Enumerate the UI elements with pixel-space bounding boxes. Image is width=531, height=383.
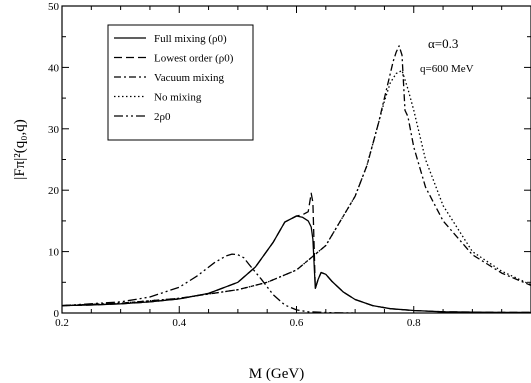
legend-label-1: Full mixing (ρ0) xyxy=(154,33,227,45)
legend: Full mixing (ρ0) Lowest order (ρ0) Vacuum … xyxy=(107,24,254,141)
legend-label-5: 2ρ0 xyxy=(154,111,171,123)
x-tick-label: 0.2 xyxy=(55,317,69,329)
series-line-2 xyxy=(62,192,531,313)
x-tick-label: 0.8 xyxy=(407,317,421,329)
y-tick-label: 50 xyxy=(48,1,60,13)
y-tick-label: 0 xyxy=(54,308,60,320)
legend-label-4: No mixing xyxy=(154,92,202,104)
series-line-3 xyxy=(62,45,531,307)
y-tick-label: 10 xyxy=(48,247,60,259)
legend-label-3: Vacuum mixing xyxy=(154,72,224,84)
x-axis-label: M (GeV) xyxy=(249,366,304,382)
x-tick-label: 0.6 xyxy=(290,317,304,329)
plot-frame xyxy=(61,5,531,314)
tick-labels: 0 10 20 30 40 50 0.2 0.4 0.6 0.8 xyxy=(48,1,421,329)
series-line-5 xyxy=(62,253,356,313)
annotation-q: q=600 MeV xyxy=(420,63,474,75)
legend-label-2: Lowest order (ρ0) xyxy=(154,53,234,65)
y-tick-label: 40 xyxy=(48,62,60,74)
series-line-1 xyxy=(62,215,531,313)
legend-box xyxy=(107,24,254,141)
x-tick-label: 0.4 xyxy=(172,317,186,329)
annotation-alpha: α=0.3 xyxy=(428,36,458,51)
y-axis-label: |Fπ|²(q₀,q) xyxy=(12,119,28,179)
y-tick-label: 20 xyxy=(48,185,60,197)
y-tick-label: 30 xyxy=(48,124,60,136)
series-layer xyxy=(62,45,531,313)
